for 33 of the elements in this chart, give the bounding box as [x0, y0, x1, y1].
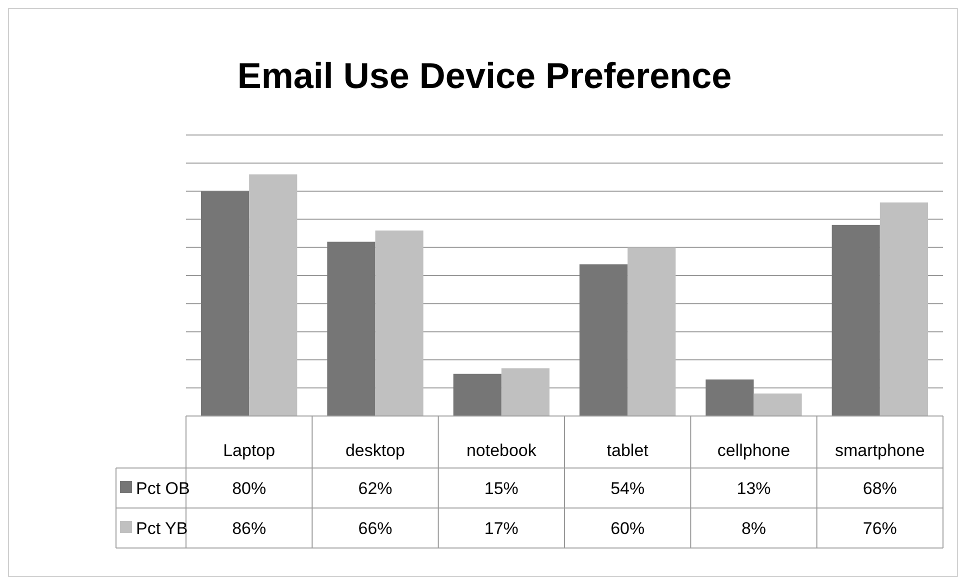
data-label: 76% — [862, 519, 897, 538]
legend-label: Pct OB — [136, 479, 190, 498]
x-tick-label: desktop — [345, 441, 406, 460]
data-label: 68% — [862, 479, 897, 498]
x-tick-label: tablet — [606, 441, 649, 460]
data-label: 54% — [610, 479, 645, 498]
bar — [327, 242, 376, 416]
bar — [501, 368, 550, 416]
data-label: 62% — [358, 479, 392, 498]
bar — [201, 191, 250, 416]
x-tick-label: cellphone — [717, 441, 790, 460]
legend-label: Pct YB — [136, 519, 188, 538]
data-label: 66% — [358, 519, 392, 538]
bar — [249, 174, 298, 416]
x-tick-label: smartphone — [835, 441, 925, 460]
bar — [880, 202, 928, 416]
data-label: 60% — [610, 519, 645, 538]
data-label: 86% — [232, 519, 266, 538]
bar — [375, 230, 424, 416]
data-label: 17% — [484, 519, 518, 538]
x-tick-label: notebook — [466, 441, 537, 460]
data-label: 80% — [232, 479, 266, 498]
bar — [628, 247, 676, 416]
bar — [754, 394, 802, 416]
x-tick-label: Laptop — [223, 441, 276, 460]
data-label: 8% — [741, 519, 766, 538]
bar — [453, 374, 502, 416]
chart-title: Email Use Device Preference — [237, 55, 732, 96]
bar — [706, 379, 754, 416]
bar — [580, 264, 628, 416]
data-label: 15% — [484, 479, 518, 498]
bar — [832, 224, 880, 416]
data-label: 13% — [736, 479, 771, 498]
